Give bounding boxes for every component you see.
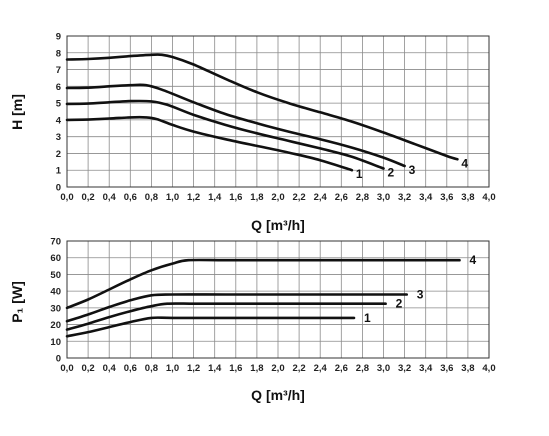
y-tick-label: 30 (50, 303, 61, 314)
x-tick-label: 1,2 (187, 192, 200, 203)
series-label-3: 3 (417, 287, 424, 301)
x-tick-label: 3,6 (440, 192, 453, 203)
x-tick-label: 2,4 (314, 363, 328, 374)
y-tick-label: 10 (50, 337, 61, 348)
x-tick-label: 1,4 (208, 363, 222, 374)
x-tick-label: 3,8 (461, 363, 474, 374)
series-label-3: 3 (409, 163, 416, 177)
x-tick-label: 2,2 (292, 363, 305, 374)
y-tick-label: 0 (56, 354, 61, 365)
x-tick-label: 0,8 (145, 363, 158, 374)
x-axis-title: Q [m³/h] (251, 387, 305, 403)
y-tick-label: 2 (56, 149, 61, 160)
x-tick-label: 1,4 (208, 192, 222, 203)
series-line-1 (65, 316, 356, 338)
y-tick-label: 40 (50, 287, 61, 298)
x-tick-label: 0,2 (81, 363, 94, 374)
x-tick-label: 0,0 (60, 192, 73, 203)
series-line-3 (65, 83, 406, 168)
y-tick-label: 70 (50, 237, 61, 248)
y-tick-label: 20 (50, 320, 61, 331)
series-label-4: 4 (461, 156, 468, 170)
x-tick-label: 0,2 (81, 192, 94, 203)
y-tick-label: 60 (50, 253, 61, 264)
series-line-2 (65, 99, 385, 170)
x-tick-label: 3,4 (419, 192, 433, 203)
y-tick-label: 50 (50, 270, 61, 281)
x-tick-label: 1,8 (250, 192, 263, 203)
x-tick-label: 3,2 (398, 363, 411, 374)
x-tick-label: 1,2 (187, 363, 200, 374)
x-tick-label: 2,0 (271, 363, 284, 374)
series-line-1 (65, 115, 354, 172)
x-tick-label: 1,0 (166, 192, 179, 203)
series-label-2: 2 (396, 297, 403, 311)
y-tick-label: 0 (56, 183, 61, 194)
x-tick-label: 3,2 (398, 192, 411, 203)
power-chart: 0,0 0,2 0,4 0,6 0,8 1,0 1,2 1,4 1,6 1,8 2,0 2,2 2,4 2… (9, 237, 496, 404)
plot-frame (66, 240, 490, 359)
series-label-1: 1 (356, 167, 363, 181)
x-tick-label: 4,0 (482, 363, 495, 374)
plot-frame (66, 35, 490, 188)
x-tick-label: 3,0 (377, 192, 390, 203)
y-tick-label: 7 (56, 65, 61, 76)
x-tick-label: 0,4 (103, 363, 117, 374)
series-line-4 (65, 258, 461, 310)
y-tick-label: 4 (56, 115, 62, 126)
x-tick-label: 2,0 (271, 192, 284, 203)
x-tick-label: 2,6 (335, 363, 348, 374)
x-tick-label: 1,8 (250, 363, 263, 374)
y-axis-title: P₁ [W] (9, 281, 25, 323)
x-tick-label: 2,8 (356, 192, 369, 203)
x-tick-label: 1,6 (229, 363, 242, 374)
x-tick-label: 0,8 (145, 192, 158, 203)
y-tick-label: 1 (56, 166, 62, 177)
y-tick-label: 9 (56, 32, 61, 43)
series-line-3 (65, 293, 408, 323)
x-tick-label: 2,2 (292, 192, 305, 203)
x-tick-label: 4,0 (482, 192, 495, 203)
series-line-4 (65, 53, 459, 161)
x-tick-label: 0,6 (124, 363, 137, 374)
x-axis-title: Q [m³/h] (251, 217, 305, 233)
x-tick-label: 0,6 (124, 192, 137, 203)
series-label-4: 4 (469, 253, 476, 267)
y-tick-label: 8 (56, 48, 61, 59)
head-chart: 0,0 0,2 0,4 0,6 0,8 1,0 1,2 1,4 1,6 1,8 2,0 2,2 2,4 2… (9, 32, 496, 234)
x-tick-label: 3,0 (377, 363, 390, 374)
x-tick-label: 3,8 (461, 192, 474, 203)
x-tick-label: 1,6 (229, 192, 242, 203)
y-tick-label: 6 (56, 82, 61, 93)
series-line-2 (65, 302, 387, 331)
series-label-2: 2 (388, 166, 395, 180)
x-tick-label: 2,8 (356, 363, 369, 374)
y-axis-title: H [m] (9, 94, 25, 130)
x-tick-label: 1,0 (166, 363, 179, 374)
x-tick-label: 2,4 (314, 192, 328, 203)
x-tick-label: 0,4 (103, 192, 117, 203)
y-tick-label: 3 (56, 132, 61, 143)
x-tick-label: 3,6 (440, 363, 453, 374)
y-tick-label: 5 (56, 99, 62, 110)
x-tick-label: 0,0 (60, 363, 73, 374)
x-tick-label: 3,4 (419, 363, 433, 374)
x-tick-label: 2,6 (335, 192, 348, 203)
series-label-1: 1 (364, 311, 371, 325)
